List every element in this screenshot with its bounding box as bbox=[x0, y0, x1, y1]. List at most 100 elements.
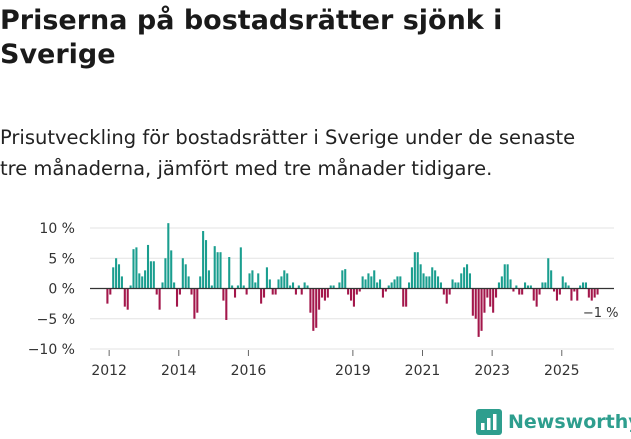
bar bbox=[529, 285, 532, 289]
bar bbox=[257, 273, 260, 289]
bar bbox=[465, 264, 469, 289]
bar bbox=[434, 270, 437, 289]
x-tick-label: 2023 bbox=[474, 363, 510, 379]
bar bbox=[158, 288, 161, 310]
bar bbox=[228, 257, 231, 289]
bar bbox=[431, 267, 434, 289]
bar bbox=[277, 279, 280, 289]
bar bbox=[524, 282, 527, 289]
bar bbox=[541, 282, 544, 289]
bar bbox=[518, 288, 521, 295]
bar bbox=[584, 282, 587, 289]
bar bbox=[463, 267, 466, 289]
bar bbox=[567, 285, 570, 289]
bar bbox=[564, 282, 567, 289]
bar bbox=[187, 276, 190, 289]
newsworthy-logo[interactable]: Newsworthy bbox=[476, 407, 631, 437]
bar bbox=[500, 276, 503, 289]
bar bbox=[248, 273, 251, 289]
y-tick-label: 0 % bbox=[48, 282, 75, 298]
bar bbox=[402, 288, 405, 307]
bar bbox=[135, 247, 138, 289]
bar bbox=[306, 285, 309, 289]
bar bbox=[117, 264, 121, 289]
bar bbox=[555, 288, 558, 301]
x-tick-label: 2014 bbox=[161, 363, 197, 379]
bar bbox=[378, 279, 382, 289]
x-tick-label: 2012 bbox=[91, 363, 127, 379]
bar bbox=[170, 250, 173, 289]
bar bbox=[204, 240, 208, 289]
bar bbox=[436, 276, 440, 289]
y-tick-label: 10 % bbox=[39, 221, 75, 237]
bar bbox=[225, 288, 228, 320]
bar bbox=[550, 270, 553, 289]
bar bbox=[344, 269, 347, 289]
bar bbox=[370, 276, 373, 289]
bar bbox=[144, 270, 147, 289]
bar bbox=[503, 264, 506, 289]
bar bbox=[213, 246, 216, 289]
bar bbox=[451, 279, 454, 289]
bar bbox=[367, 273, 370, 289]
bar bbox=[445, 288, 448, 304]
bar bbox=[439, 282, 442, 289]
bar bbox=[251, 270, 254, 289]
last-value-annotation: −1 % bbox=[583, 306, 619, 321]
bar bbox=[410, 267, 413, 289]
subtitle-line-1: Prisutveckling för bostadsrätter i Sveri… bbox=[0, 126, 576, 149]
bar bbox=[207, 270, 210, 289]
x-tick-label: 2016 bbox=[231, 363, 267, 379]
bar bbox=[489, 288, 492, 307]
bar bbox=[291, 282, 295, 289]
bar bbox=[115, 258, 118, 289]
bar bbox=[384, 288, 387, 292]
bar bbox=[309, 288, 312, 313]
bar bbox=[294, 288, 297, 295]
bar bbox=[521, 288, 524, 295]
bar bbox=[265, 267, 268, 289]
bar bbox=[582, 282, 585, 289]
bar bbox=[416, 252, 419, 289]
bar bbox=[477, 288, 480, 337]
bar bbox=[274, 288, 277, 295]
bar bbox=[303, 282, 306, 289]
bar bbox=[405, 288, 408, 307]
bar bbox=[396, 276, 399, 289]
bar bbox=[448, 288, 451, 295]
bar bbox=[590, 288, 593, 301]
bar bbox=[535, 288, 538, 307]
bar bbox=[233, 288, 237, 298]
bar bbox=[315, 288, 318, 328]
bar bbox=[341, 270, 344, 289]
bar bbox=[129, 285, 132, 289]
x-tick-label: 2019 bbox=[335, 363, 371, 379]
bar bbox=[164, 258, 167, 289]
bar bbox=[190, 288, 193, 295]
bar bbox=[570, 288, 573, 301]
bar bbox=[236, 285, 239, 289]
bar bbox=[495, 288, 498, 298]
bar bbox=[512, 288, 515, 292]
bar bbox=[492, 288, 495, 313]
bar bbox=[561, 276, 564, 289]
bar bbox=[132, 249, 135, 289]
bar bbox=[381, 288, 384, 298]
bar bbox=[587, 288, 590, 298]
bar bbox=[178, 288, 181, 295]
bar bbox=[219, 252, 222, 289]
bar bbox=[457, 282, 460, 289]
bar bbox=[454, 282, 457, 289]
bar bbox=[532, 288, 535, 301]
bar bbox=[413, 252, 416, 289]
bar bbox=[109, 288, 112, 295]
bar bbox=[480, 288, 483, 331]
bar bbox=[326, 288, 329, 298]
bar bbox=[312, 288, 315, 331]
bar bbox=[242, 285, 245, 289]
bars bbox=[106, 223, 599, 337]
bar bbox=[239, 247, 242, 289]
bar bbox=[352, 288, 355, 307]
bar bbox=[149, 261, 152, 289]
